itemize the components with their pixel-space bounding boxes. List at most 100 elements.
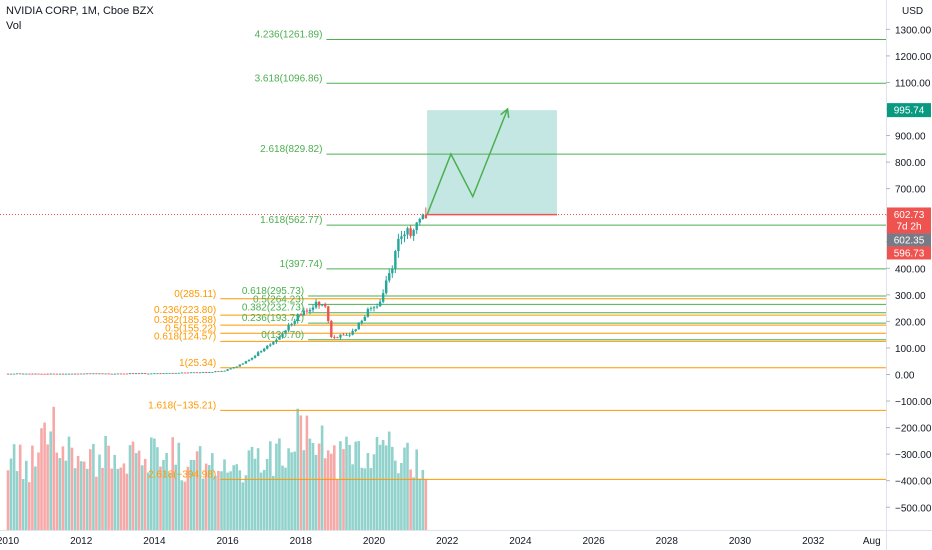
volume-bar	[150, 437, 153, 530]
time-tick-label: 2020	[363, 536, 386, 547]
volume-bar	[52, 406, 55, 530]
candle-body	[348, 334, 351, 336]
time-tick-label: 2022	[436, 536, 459, 547]
volume-bar	[189, 460, 193, 530]
price3-text: 596.73	[894, 248, 925, 259]
volume-bar	[61, 446, 65, 530]
candle-body	[235, 366, 238, 368]
volume-bar	[34, 466, 37, 530]
volume-bar	[421, 469, 425, 530]
volume-bar	[64, 460, 68, 530]
candle-body	[25, 373, 28, 375]
volume-bar	[18, 444, 22, 530]
candle-body	[281, 333, 284, 337]
volume-bar	[406, 442, 409, 530]
volume-bar	[348, 444, 351, 530]
candle-body	[241, 363, 245, 365]
candle-body	[150, 373, 153, 375]
candle-body	[421, 214, 424, 220]
volume-bar	[336, 479, 339, 530]
volume-bar	[262, 469, 266, 530]
candle-body	[141, 373, 144, 374]
volume-bar	[415, 449, 418, 530]
price2-text: 602.35	[894, 235, 925, 246]
candle-body	[278, 336, 281, 340]
volume-bar	[400, 463, 403, 530]
price-tick-label: 200.00	[895, 317, 926, 328]
volume-bar	[113, 454, 116, 530]
volume-bars	[6, 406, 428, 530]
candle-body	[357, 322, 360, 330]
candle-body	[305, 310, 309, 312]
candle-body	[19, 373, 22, 375]
volume-bar	[101, 467, 104, 530]
volume-bar	[125, 473, 129, 530]
candle-body	[168, 372, 171, 374]
candle-body	[330, 321, 333, 338]
volume-bar	[424, 479, 428, 530]
volume-bar	[92, 443, 95, 530]
candle-body	[86, 373, 89, 375]
volume-bar	[49, 431, 52, 530]
volume-bar	[302, 450, 306, 530]
candle-body	[302, 310, 306, 315]
volume-bar	[147, 472, 150, 530]
volume-bar	[208, 465, 211, 530]
fib-orange-label: 1.618(−135.21)	[148, 400, 216, 411]
candle-body	[89, 373, 92, 375]
price-tick-label: 400.00	[895, 264, 926, 275]
volume-bar	[366, 453, 370, 530]
volume-bar	[89, 449, 92, 530]
candle-body	[70, 373, 74, 375]
candle-body	[31, 373, 34, 375]
volume-bar	[238, 470, 242, 530]
volume-bar	[177, 442, 181, 530]
volume-bar	[339, 441, 342, 530]
candle-body	[116, 373, 119, 375]
volume-bar	[290, 452, 293, 530]
fib-green-label: 0.382(232.73)	[242, 303, 304, 314]
fib-orange-label: 0(285.11)	[174, 289, 216, 300]
fib-green-label: 2.618(829.82)	[260, 144, 322, 155]
candle-body	[266, 345, 269, 349]
candle-body	[385, 280, 388, 294]
candle-body	[363, 316, 367, 321]
candle-body	[43, 373, 46, 375]
volume-bar	[409, 469, 412, 530]
candle-body	[412, 230, 415, 236]
volume-bar	[357, 441, 360, 530]
fib-orange-label: 0.236(223.80)	[154, 305, 216, 316]
volume-bar	[214, 475, 217, 530]
volume-bar	[73, 468, 77, 530]
candle-body	[80, 373, 83, 375]
volume-bar	[253, 458, 257, 530]
volume-bar	[226, 472, 229, 530]
candle-body	[369, 308, 373, 310]
candle-body	[177, 372, 180, 374]
candle-body	[83, 373, 86, 375]
price-tick-label: −500.00	[895, 503, 932, 514]
candle-body	[28, 373, 31, 375]
volume-bar	[378, 444, 382, 530]
candle-body	[336, 337, 339, 339]
candle-body	[314, 301, 318, 308]
candle-body	[296, 314, 299, 322]
volume-bar	[183, 481, 187, 530]
volume-bar	[37, 452, 40, 530]
candle-body	[247, 359, 251, 362]
volume-bar	[305, 415, 309, 530]
volume-bar	[153, 438, 156, 530]
candle-body	[284, 330, 287, 334]
volume-bar	[116, 468, 120, 530]
candle-body	[34, 373, 37, 375]
price-tick-label: 300.00	[895, 291, 926, 302]
volume-bar	[165, 453, 168, 530]
time-tick-label: 2032	[802, 536, 825, 547]
volume-bar	[67, 436, 71, 530]
volume-bar	[275, 443, 278, 530]
candle-body	[49, 373, 52, 375]
volume-bar	[394, 460, 397, 530]
candle-body	[165, 373, 168, 374]
volume-bar	[186, 466, 190, 530]
